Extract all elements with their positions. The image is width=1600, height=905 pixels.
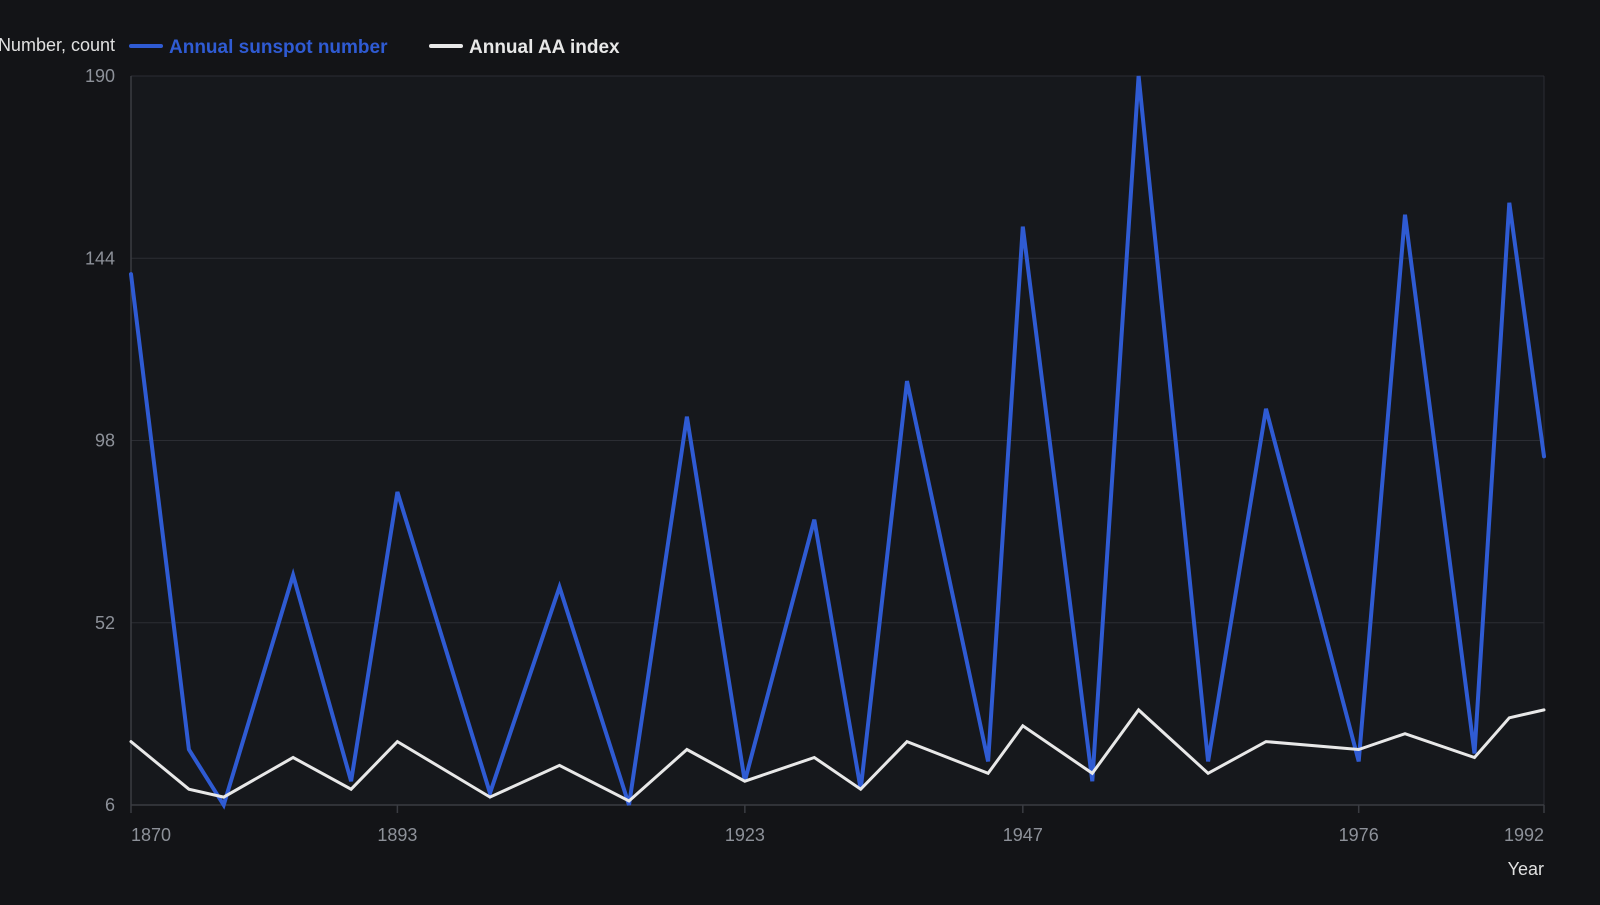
x-tick-label: 1992 — [1504, 825, 1544, 845]
y-tick-label: 144 — [85, 248, 115, 268]
x-tick-label: 1976 — [1339, 825, 1379, 845]
y-tick-label: 98 — [95, 431, 115, 451]
y-tick-label: 6 — [105, 795, 115, 815]
x-tick-label: 1870 — [131, 825, 171, 845]
legend: Annual sunspot number Annual AA index — [131, 37, 620, 58]
x-axis-label: Year — [1508, 859, 1544, 879]
x-tick-label: 1893 — [377, 825, 417, 845]
y-tick-label: 52 — [95, 613, 115, 633]
x-tick-label: 1947 — [1003, 825, 1043, 845]
legend-label: Annual sunspot number — [169, 37, 388, 58]
y-axis-label: Number, count — [0, 35, 115, 55]
y-tick-label: 190 — [85, 66, 115, 86]
legend-label: Annual AA index — [469, 37, 620, 58]
x-tick-label: 1923 — [725, 825, 765, 845]
